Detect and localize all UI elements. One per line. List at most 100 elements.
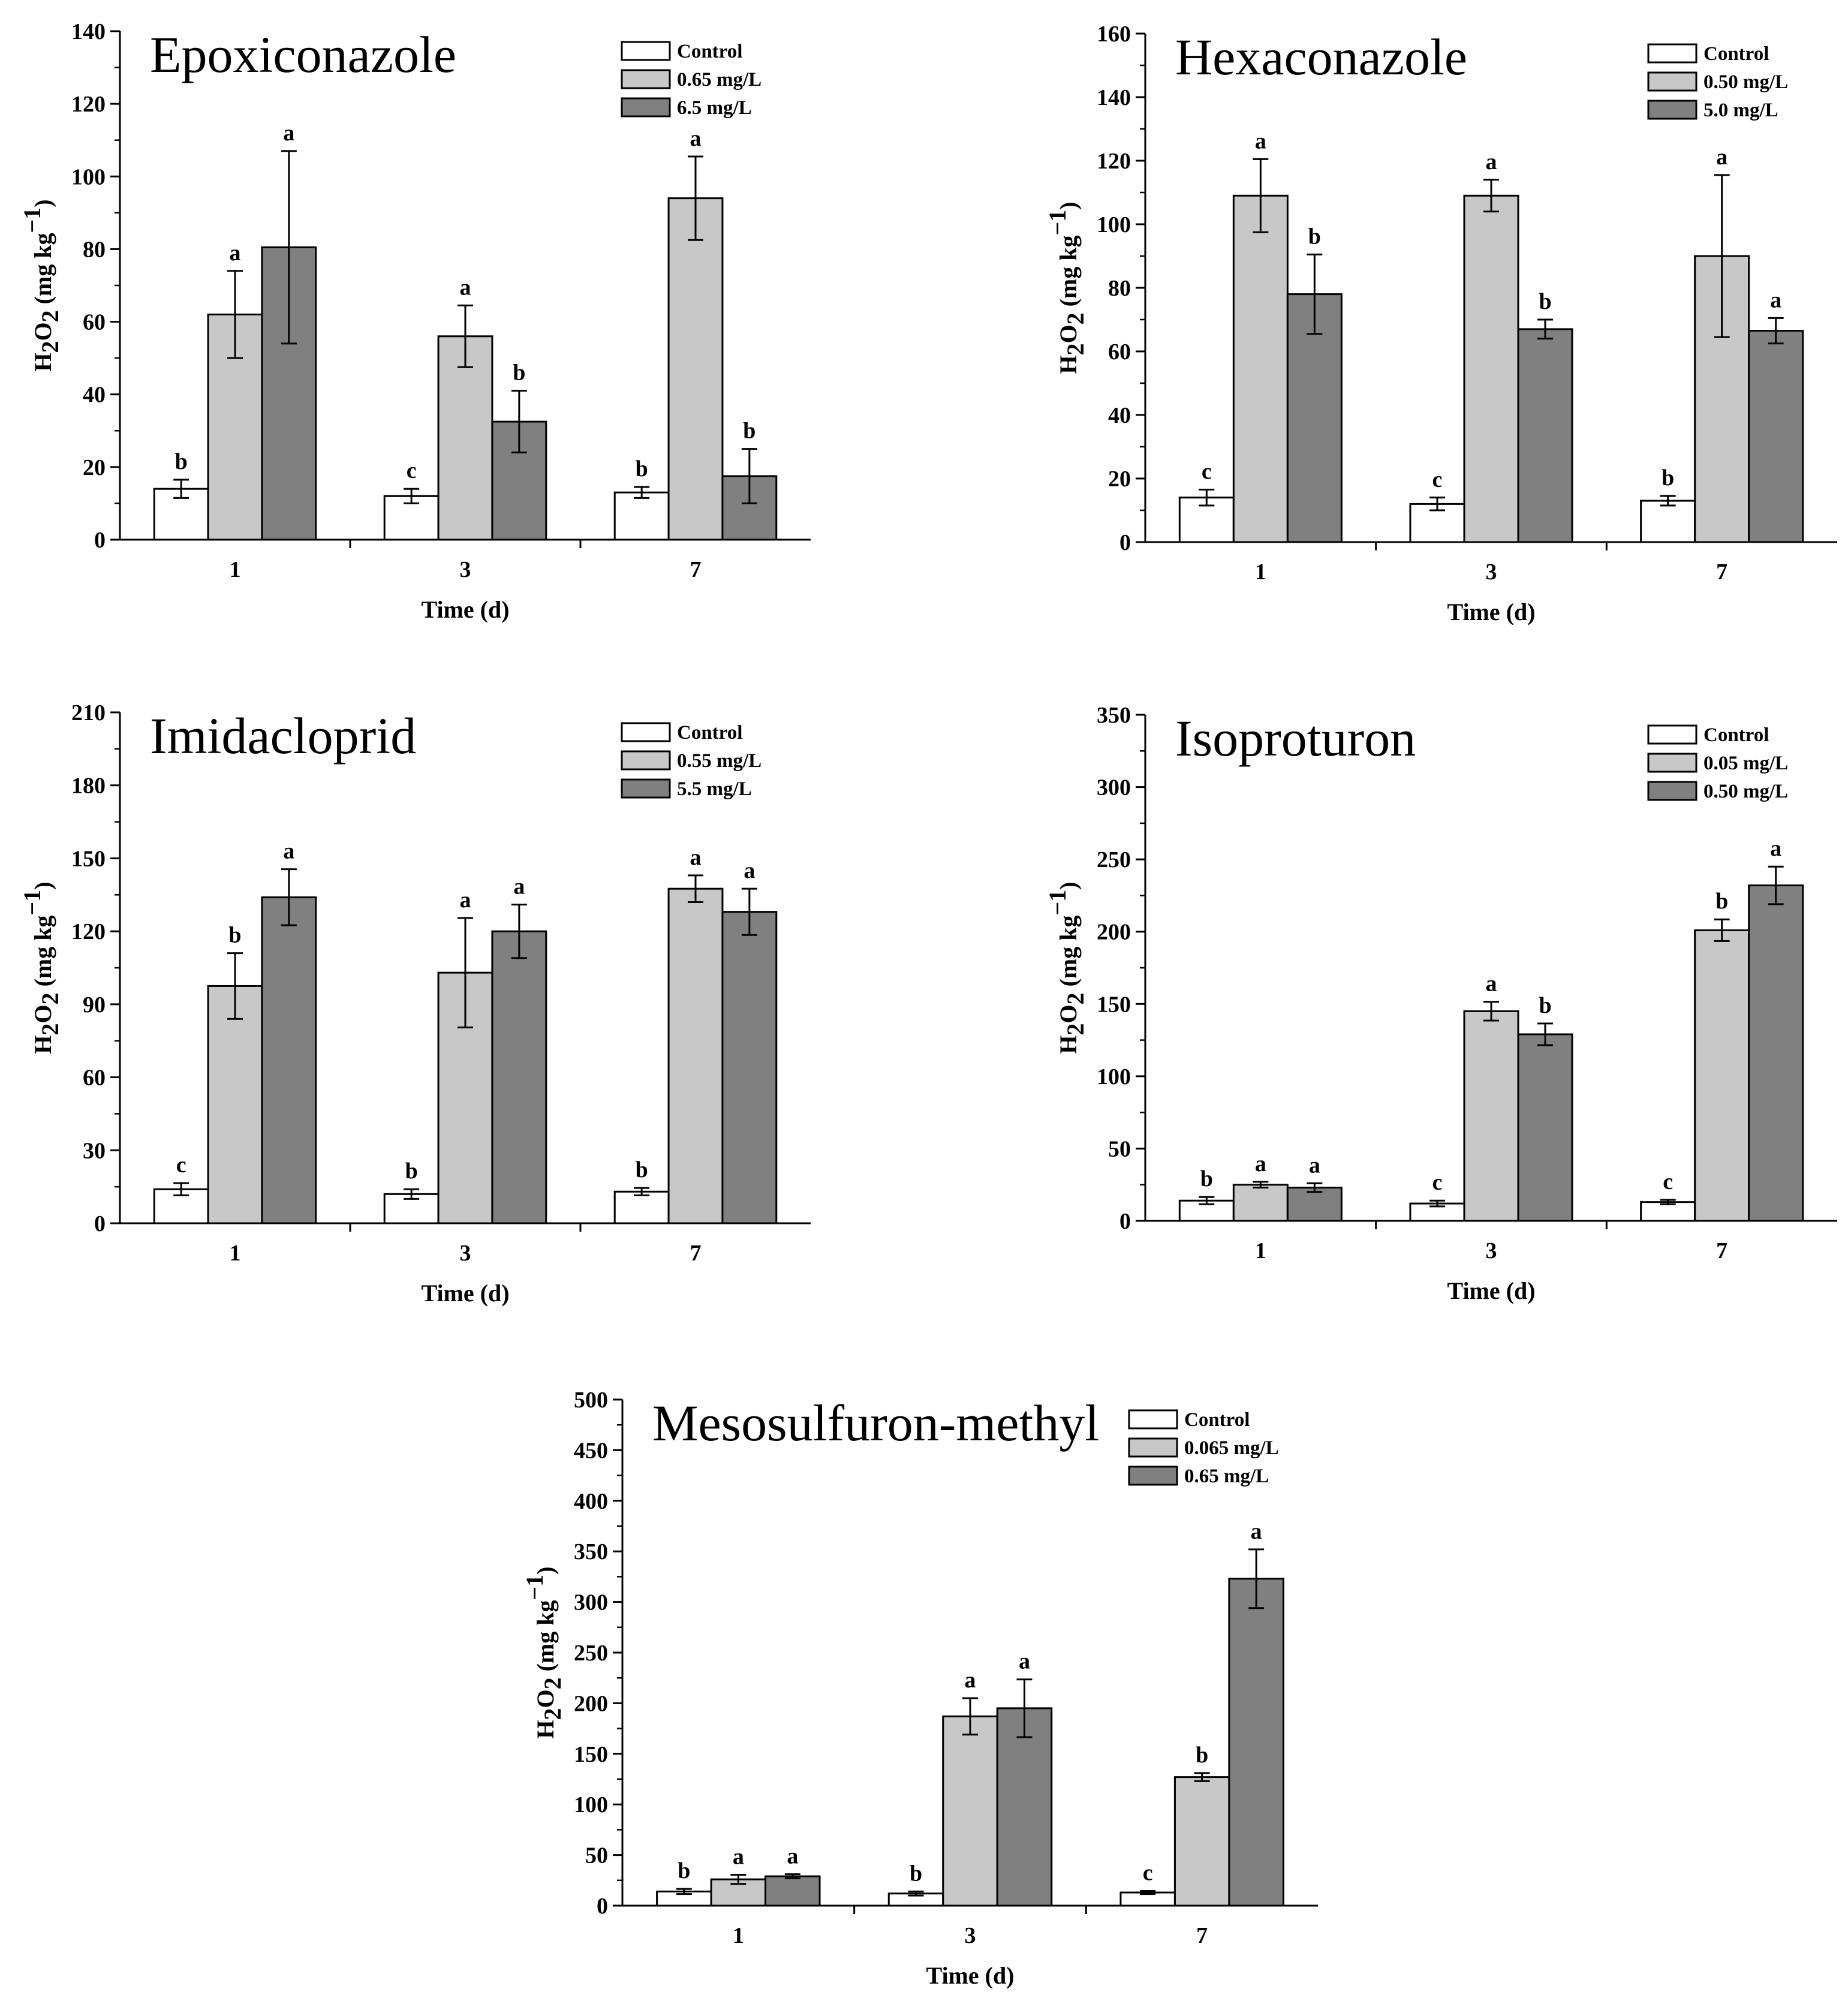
y-tick-label: 0 xyxy=(1119,1209,1131,1234)
chart-title: Hexaconazole xyxy=(1175,28,1467,86)
legend-label: 0.065 mg/L xyxy=(1184,1437,1279,1459)
error-bar xyxy=(173,479,189,499)
significance-letter: b xyxy=(1662,465,1674,491)
legend-label: Control xyxy=(1703,43,1769,65)
y-tick-label: 40 xyxy=(1108,403,1131,428)
legend-label: 0.65 mg/L xyxy=(677,69,762,91)
bar-0-65-mg-l-day-7 xyxy=(667,197,724,541)
significance-letter: a xyxy=(1486,149,1497,174)
y-tick-label: 100 xyxy=(574,1792,608,1818)
chart-title: Imidacloprid xyxy=(150,707,416,765)
significance-letter: b xyxy=(743,419,756,444)
bar-0-065-mg-l-day-3 xyxy=(942,1715,998,1907)
legend-swatch-5-0-mg-l xyxy=(1647,100,1697,120)
bar-5-5-mg-l-day-1 xyxy=(261,896,317,1224)
significance-letter: b xyxy=(1308,224,1321,249)
legend: Control 0.50 mg/L 5.0 mg/L xyxy=(1647,43,1788,121)
y-tick-label: 0 xyxy=(94,528,106,553)
chart-title: Mesosulfuron-methyl xyxy=(652,1394,1099,1452)
y-tick-label: 120 xyxy=(71,92,106,117)
significance-letter: a xyxy=(1486,971,1497,997)
error-bar xyxy=(1253,158,1269,233)
error-bar xyxy=(908,1890,924,1897)
legend: Control 0.55 mg/L 5.5 mg/L xyxy=(621,722,762,800)
error-bar xyxy=(281,150,297,345)
legend-label: 0.50 mg/L xyxy=(1703,71,1788,93)
bar-0-50-mg-l-day-1 xyxy=(1286,1187,1343,1222)
x-tick-label: 3 xyxy=(460,557,471,582)
y-tick-label: 250 xyxy=(574,1641,608,1666)
legend-swatch-control xyxy=(1647,43,1697,64)
y-tick-label: 50 xyxy=(1108,1136,1131,1162)
y-tick-label: 30 xyxy=(83,1138,106,1163)
chart-isoproturon: 0 50 100 150 200 250 300 350 1 3 7 b c c a a b a b a Isoprot… xyxy=(1044,703,1837,1304)
chart-imidacloprid: 0 30 60 90 120 150 180 210 1 3 7 c b b b a a a a a Imidaclop… xyxy=(19,700,811,1307)
error-bar xyxy=(688,155,703,241)
bar-0-50-mg-l-day-1 xyxy=(1232,194,1289,543)
y-tick-label: 100 xyxy=(1097,1064,1131,1090)
significance-letter: a xyxy=(733,1844,744,1870)
legend-label: Control xyxy=(1703,724,1769,746)
error-bar xyxy=(634,486,650,499)
error-bar xyxy=(784,1873,800,1879)
legend-swatch-5-5-mg-l xyxy=(621,778,671,799)
legend-swatch-control xyxy=(1128,1409,1178,1430)
error-bar xyxy=(281,868,297,926)
x-axis-title: Time (d) xyxy=(926,1962,1014,1989)
y-axis-title: H2O2 (mg kg−1) xyxy=(1044,201,1089,374)
y-tick-label: 120 xyxy=(71,919,106,944)
y-tick-label: 150 xyxy=(71,846,106,871)
chart-epoxiconazole: 0 20 40 60 80 100 120 140 1 3 7 b c b a a a a b b Epoxiconaz… xyxy=(19,19,811,623)
y-tick-label: 150 xyxy=(574,1742,608,1767)
significance-letter: a xyxy=(744,858,755,883)
significance-letter: a xyxy=(1309,1153,1320,1178)
legend-label: Control xyxy=(1184,1409,1250,1431)
legend-label: Control xyxy=(677,41,742,62)
y-axis-title: H2O2 (mg kg−1) xyxy=(1044,881,1089,1054)
bar-0-065-mg-l-day-7 xyxy=(1173,1776,1230,1907)
significance-letter: b xyxy=(910,1861,922,1886)
x-tick-label: 1 xyxy=(1255,1238,1266,1263)
bar-0-05-mg-l-day-7 xyxy=(1694,929,1750,1222)
significance-letter: b xyxy=(1200,1166,1213,1191)
error-bar xyxy=(741,887,757,936)
legend-label: 6.5 mg/L xyxy=(677,97,752,119)
error-bar xyxy=(404,1188,420,1200)
y-tick-label: 140 xyxy=(1097,85,1131,110)
y-tick-label: 80 xyxy=(1108,276,1131,301)
error-bar xyxy=(1140,1890,1156,1895)
bar-5-0-mg-l-day-7 xyxy=(1748,330,1804,543)
x-tick-label: 7 xyxy=(1196,1923,1208,1948)
significance-letter: b xyxy=(1539,993,1551,1018)
legend-swatch-control xyxy=(621,722,671,742)
y-tick-label: 450 xyxy=(574,1438,608,1463)
y-tick-label: 150 xyxy=(1097,992,1131,1017)
error-bar xyxy=(1199,1196,1215,1205)
significance-letter: b xyxy=(678,1858,690,1883)
significance-letter: a xyxy=(1255,1151,1266,1176)
bar-0-50-mg-l-day-3 xyxy=(1517,1033,1573,1222)
x-axis-title: Time (d) xyxy=(1447,598,1535,625)
y-tick-label: 0 xyxy=(94,1211,106,1236)
legend: Control 0.065 mg/L 0.65 mg/L xyxy=(1128,1409,1279,1487)
y-tick-label: 140 xyxy=(71,19,106,44)
significance-letter: b xyxy=(1539,289,1551,314)
error-bar xyxy=(227,270,243,359)
bar-0-50-mg-l-day-7 xyxy=(1748,884,1804,1222)
error-bar xyxy=(458,917,473,1028)
significance-letter: a xyxy=(230,240,241,266)
significance-letter: c xyxy=(1202,459,1212,485)
significance-letter: c xyxy=(1432,1170,1443,1195)
bar-0-55-mg-l-day-7 xyxy=(667,887,724,1224)
x-axis-title: Time (d) xyxy=(421,596,509,623)
significance-letter: a xyxy=(1770,836,1781,861)
significance-letter: c xyxy=(1663,1169,1673,1194)
legend-label: 0.65 mg/L xyxy=(1184,1466,1269,1487)
y-tick-label: 350 xyxy=(574,1539,608,1564)
error-bar xyxy=(1248,1548,1265,1609)
y-tick-label: 20 xyxy=(1108,467,1131,492)
error-bar xyxy=(1660,1199,1676,1205)
significance-letter: a xyxy=(283,121,294,146)
legend-swatch-0-55-mg-l xyxy=(621,750,671,771)
x-tick-label: 3 xyxy=(1486,1238,1497,1263)
